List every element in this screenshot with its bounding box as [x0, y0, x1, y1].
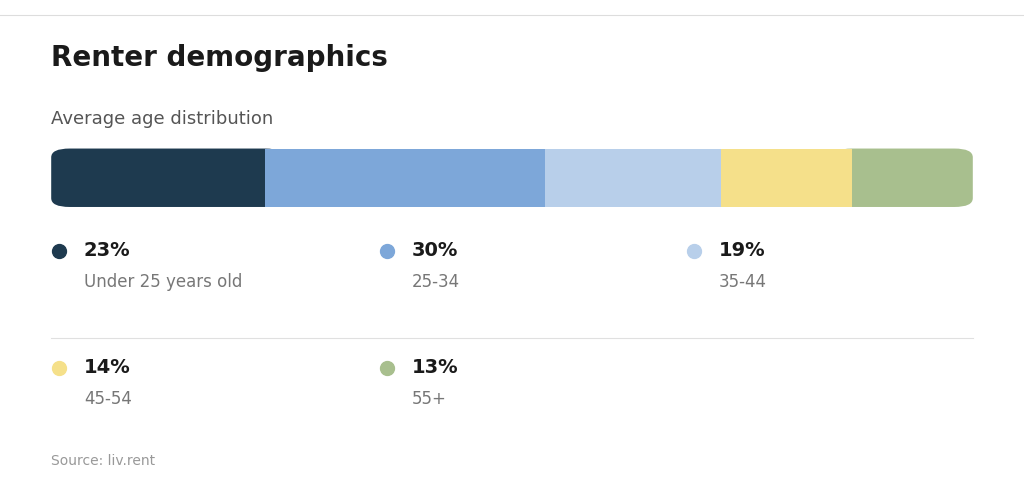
Text: 30%: 30% [412, 241, 458, 261]
Text: 35-44: 35-44 [719, 273, 767, 291]
Text: Renter demographics: Renter demographics [51, 44, 388, 72]
Text: 45-54: 45-54 [84, 390, 132, 408]
Text: 13%: 13% [412, 358, 459, 377]
Point [379, 247, 395, 255]
Point [51, 364, 68, 372]
Point [51, 247, 68, 255]
Point [379, 364, 395, 372]
FancyBboxPatch shape [545, 149, 722, 207]
Point [686, 247, 702, 255]
Text: 14%: 14% [84, 358, 131, 377]
Text: 23%: 23% [84, 241, 131, 261]
FancyBboxPatch shape [265, 149, 545, 207]
Text: Under 25 years old: Under 25 years old [84, 273, 243, 291]
Text: 19%: 19% [719, 241, 766, 261]
Text: Source: liv.rent: Source: liv.rent [51, 453, 156, 468]
Text: Average age distribution: Average age distribution [51, 110, 273, 128]
Text: 25-34: 25-34 [412, 273, 460, 291]
FancyBboxPatch shape [722, 149, 852, 207]
Text: 55+: 55+ [412, 390, 446, 408]
FancyBboxPatch shape [51, 149, 284, 207]
FancyBboxPatch shape [834, 149, 973, 207]
